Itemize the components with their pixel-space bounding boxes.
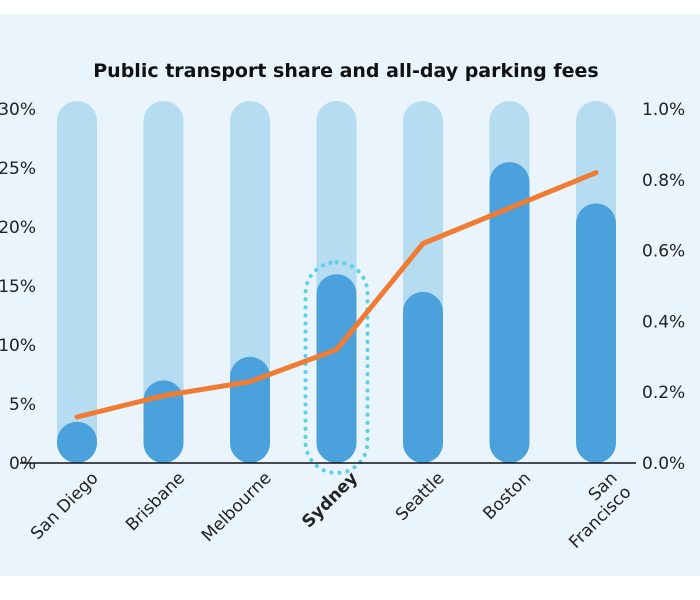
category-label: Melbourne xyxy=(198,468,276,546)
bar-background-0 xyxy=(57,101,97,463)
right-tick-label: 1.0% xyxy=(642,100,685,120)
highlight-ring xyxy=(303,260,370,476)
right-tick-label: 0.2% xyxy=(642,383,685,403)
chart-title: Public transport share and all-day parki… xyxy=(93,60,599,82)
left-tick-label: 10% xyxy=(0,336,36,356)
left-tick-label: 30% xyxy=(0,100,36,120)
category-label: Brisbane xyxy=(122,468,189,535)
right-tick-label: 0.6% xyxy=(642,242,685,262)
left-tick-label: 0% xyxy=(9,454,36,474)
category-label: Boston xyxy=(479,468,535,524)
left-tick-label: 25% xyxy=(0,159,36,179)
bar-6 xyxy=(576,203,616,463)
right-tick-label: 0.0% xyxy=(642,454,685,474)
right-tick-label: 0.4% xyxy=(642,312,685,332)
right-tick-label: 0.8% xyxy=(642,171,685,191)
bar-5 xyxy=(489,162,530,463)
category-label: Sydney xyxy=(298,468,362,532)
bar-1 xyxy=(143,380,184,463)
bar-4 xyxy=(403,291,443,463)
category-label: Seattle xyxy=(392,468,449,525)
line-series xyxy=(74,170,599,420)
left-tick-label: 20% xyxy=(0,218,36,238)
left-tick-label: 5% xyxy=(9,395,36,415)
bar-3 xyxy=(316,274,357,463)
bar-background-1 xyxy=(143,101,184,463)
bar-2 xyxy=(230,356,270,463)
left-tick-label: 15% xyxy=(0,277,36,297)
bar-0 xyxy=(57,421,97,463)
category-label: San Diego xyxy=(27,468,103,544)
